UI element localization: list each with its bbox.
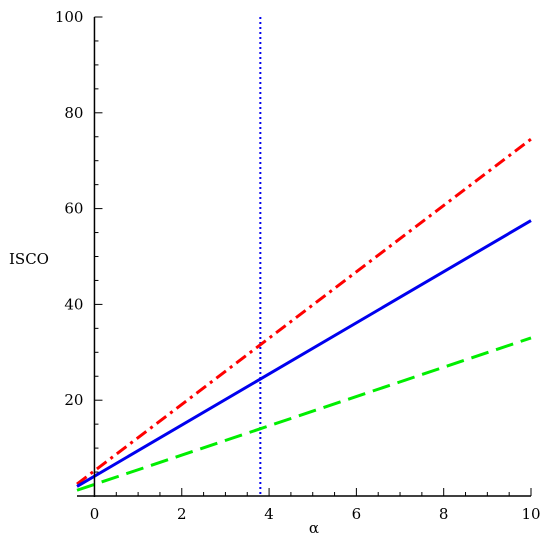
y-axis-title: ISCO	[9, 250, 49, 268]
x-tick-label: 8	[439, 505, 449, 523]
y-tick-label: 20	[64, 391, 83, 409]
series-layer	[76, 17, 532, 496]
x-tick-label: 10	[521, 505, 540, 523]
series-line-1	[76, 137, 532, 486]
series-line-2	[76, 219, 532, 488]
y-tick-label: 100	[55, 8, 84, 26]
x-tick-label: 2	[177, 505, 187, 523]
x-tick-label: 6	[352, 505, 362, 523]
x-tick-label: 0	[90, 505, 100, 523]
axes-layer: 0 2 4 6 8 10 20 40 60 80 100	[55, 8, 541, 523]
y-tick-label: 80	[64, 104, 83, 122]
x-axis-title: α	[309, 519, 319, 537]
x-tick-label: 4	[264, 505, 274, 523]
y-tick-label: 60	[64, 200, 83, 218]
y-tick-label: 40	[64, 295, 83, 313]
series-line-3	[76, 336, 532, 492]
